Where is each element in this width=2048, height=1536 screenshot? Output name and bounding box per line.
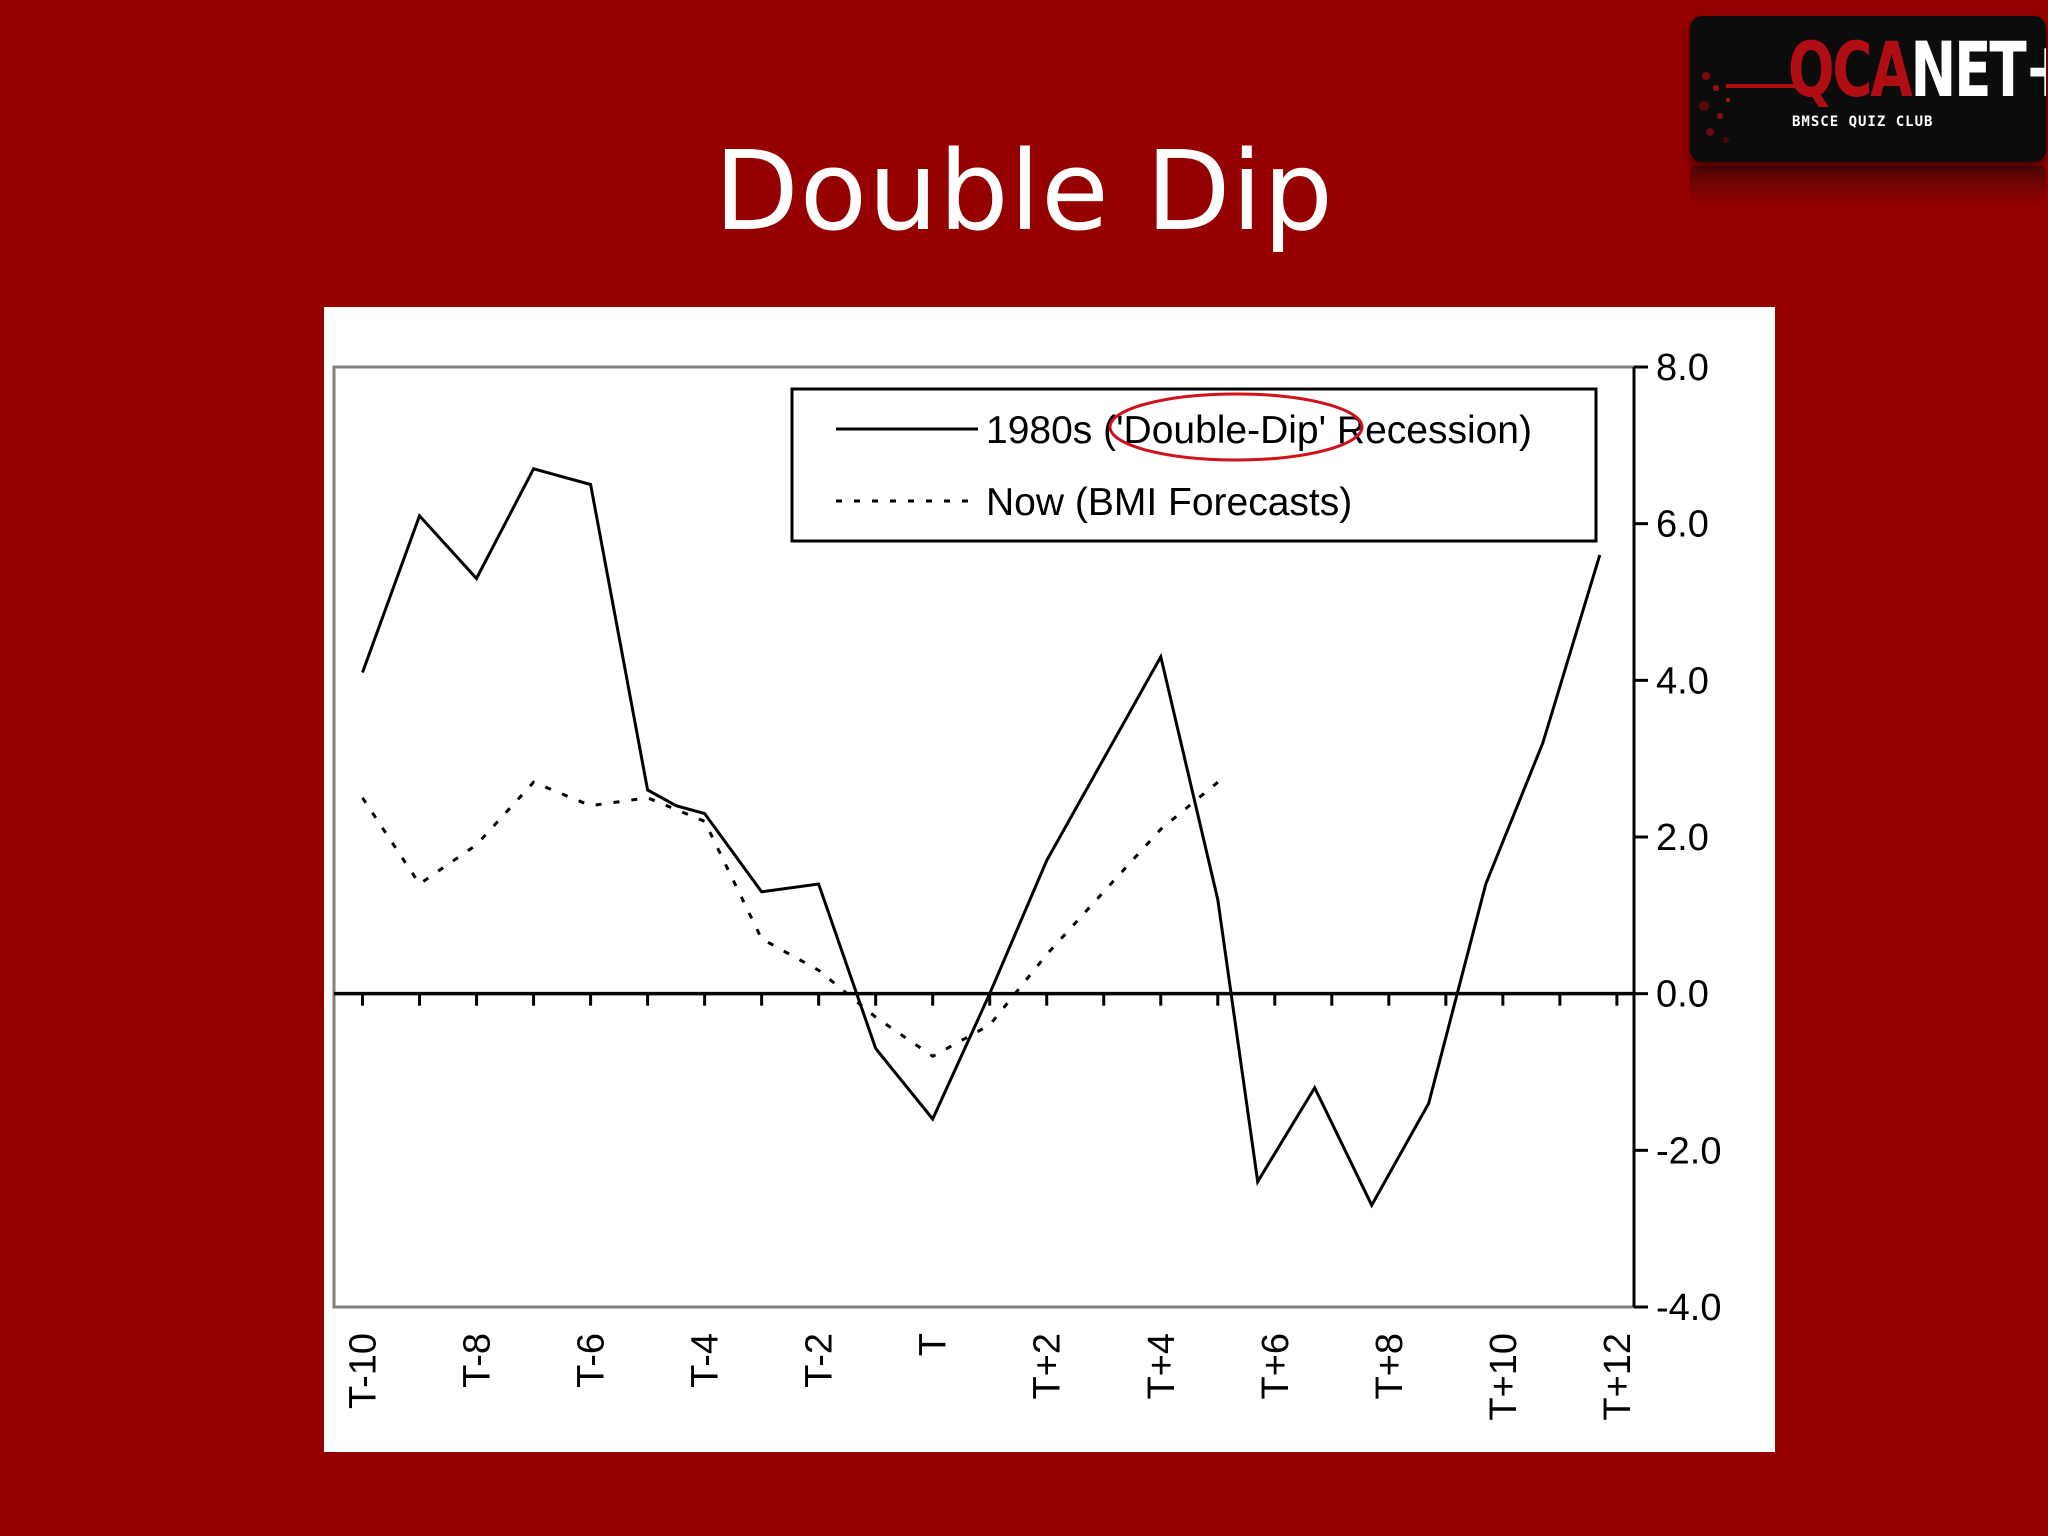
x-tick-label: T-10	[343, 1333, 385, 1409]
logo-reflection	[1690, 166, 2046, 206]
series-line-1980s	[361, 467, 1602, 1209]
logo-line	[1726, 84, 1806, 88]
y-tick-label: -4.0	[1656, 1287, 1721, 1329]
logo-dots-decoration	[1699, 72, 1730, 143]
x-tick-label: T+8	[1369, 1333, 1411, 1400]
y-tick-label: 0.0	[1656, 974, 1709, 1016]
logo-wordmark: QCANET+8	[1788, 25, 2046, 114]
line-chart: -4.0 -2.0 0.0 2.0 4.0 6.0 8.0 T-10 T-8 T-6 T-4 T-2 T…	[332, 347, 1721, 1421]
x-tick-label: T+6	[1255, 1333, 1297, 1400]
x-tick-label: T-2	[799, 1333, 841, 1388]
x-tick-label: T+10	[1483, 1333, 1525, 1421]
x-tick-label: T-8	[457, 1333, 499, 1388]
y-tick-label: 2.0	[1656, 817, 1709, 859]
legend-label: Now (BMI Forecasts)	[986, 481, 1352, 524]
y-tick-label: 8.0	[1656, 347, 1709, 389]
x-tick-label: T-6	[571, 1333, 613, 1388]
legend-box	[790, 387, 1598, 543]
double-dip-highlight-circle	[1108, 392, 1364, 462]
logo-subtitle: BMSCE QUIZ CLUB	[1792, 114, 1934, 130]
qcanet-logo: QCANET+8 BMSCE QUIZ CLUB	[1690, 16, 2046, 162]
legend-label: 1980s ('Double-Dip' Recession)	[986, 409, 1532, 452]
y-tick-label: 6.0	[1656, 504, 1709, 546]
chart-panel: -4.0 -2.0 0.0 2.0 4.0 6.0 8.0 T-10 T-8 T-6 T-4 T-2 T…	[324, 307, 1775, 1452]
y-tick-label: -2.0	[1656, 1130, 1721, 1172]
x-tick-label: T+12	[1597, 1333, 1639, 1421]
slide-title: Double Dip	[714, 127, 1334, 255]
x-tick-label: T+2	[1027, 1333, 1069, 1400]
x-tick-label: T	[913, 1333, 955, 1356]
x-tick-label: T+4	[1141, 1333, 1183, 1400]
x-tick-label: T-4	[685, 1333, 727, 1388]
series-line-now	[361, 780, 1219, 1059]
y-tick-label: 4.0	[1656, 660, 1709, 702]
